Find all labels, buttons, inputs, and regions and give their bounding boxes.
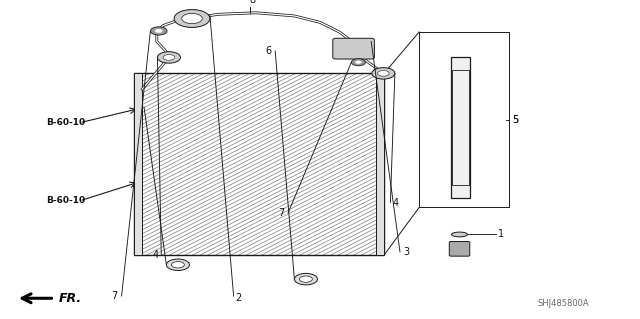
Circle shape: [294, 273, 317, 285]
Circle shape: [378, 70, 389, 76]
Text: B-60-10: B-60-10: [46, 118, 85, 127]
Circle shape: [182, 13, 202, 24]
Circle shape: [372, 68, 395, 79]
Text: 4: 4: [393, 197, 399, 208]
Circle shape: [174, 10, 210, 27]
Bar: [419, 32, 509, 207]
Text: 1: 1: [498, 229, 504, 240]
Text: B-60-10: B-60-10: [46, 197, 85, 205]
Circle shape: [355, 61, 362, 64]
Text: FR.: FR.: [59, 292, 82, 305]
Bar: [134, 73, 384, 255]
Text: 7: 7: [278, 208, 285, 218]
Bar: [451, 57, 470, 198]
Bar: [134, 73, 384, 255]
Bar: [452, 70, 469, 185]
Text: 6: 6: [134, 102, 141, 112]
Ellipse shape: [452, 232, 467, 237]
Circle shape: [150, 27, 167, 35]
Circle shape: [157, 52, 180, 63]
Circle shape: [155, 29, 163, 33]
Circle shape: [163, 55, 175, 60]
FancyBboxPatch shape: [333, 38, 374, 59]
Text: 7: 7: [111, 291, 117, 301]
Bar: [134, 73, 142, 255]
Circle shape: [172, 262, 184, 268]
Circle shape: [166, 259, 189, 271]
Text: 2: 2: [236, 293, 242, 303]
Text: 5: 5: [512, 115, 518, 125]
FancyBboxPatch shape: [449, 241, 470, 256]
Circle shape: [351, 59, 365, 66]
Text: SHJ485800A: SHJ485800A: [538, 299, 589, 308]
Text: 6: 6: [266, 46, 272, 56]
Text: 4: 4: [152, 250, 159, 260]
Text: 8: 8: [250, 0, 256, 5]
Text: 3: 3: [403, 247, 410, 257]
Text: 5: 5: [512, 115, 518, 125]
Bar: [376, 73, 384, 255]
Circle shape: [300, 276, 312, 282]
